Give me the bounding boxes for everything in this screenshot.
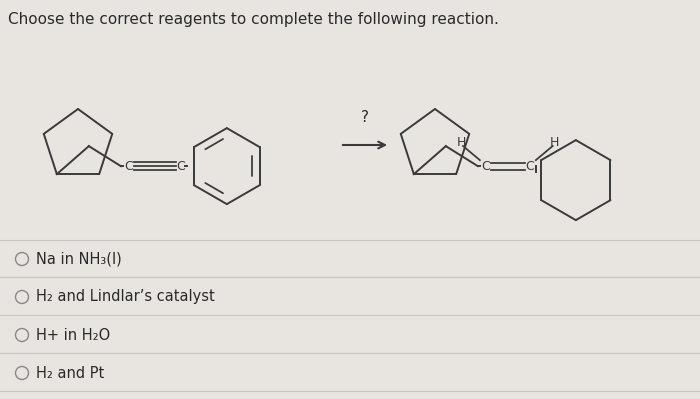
Text: H₂ and Pt: H₂ and Pt bbox=[36, 365, 104, 381]
Text: Choose the correct reagents to complete the following reaction.: Choose the correct reagents to complete … bbox=[8, 12, 499, 27]
Text: C: C bbox=[526, 160, 534, 173]
Text: ?: ? bbox=[361, 110, 369, 125]
Text: C: C bbox=[482, 160, 490, 173]
Text: H: H bbox=[550, 136, 559, 150]
Text: C: C bbox=[125, 160, 133, 173]
Text: H: H bbox=[456, 136, 466, 150]
Text: Na in NH₃(l): Na in NH₃(l) bbox=[36, 251, 122, 267]
Text: C: C bbox=[176, 160, 186, 173]
Text: H₂ and Lindlar’s catalyst: H₂ and Lindlar’s catalyst bbox=[36, 290, 215, 304]
Text: H+ in H₂O: H+ in H₂O bbox=[36, 328, 111, 342]
